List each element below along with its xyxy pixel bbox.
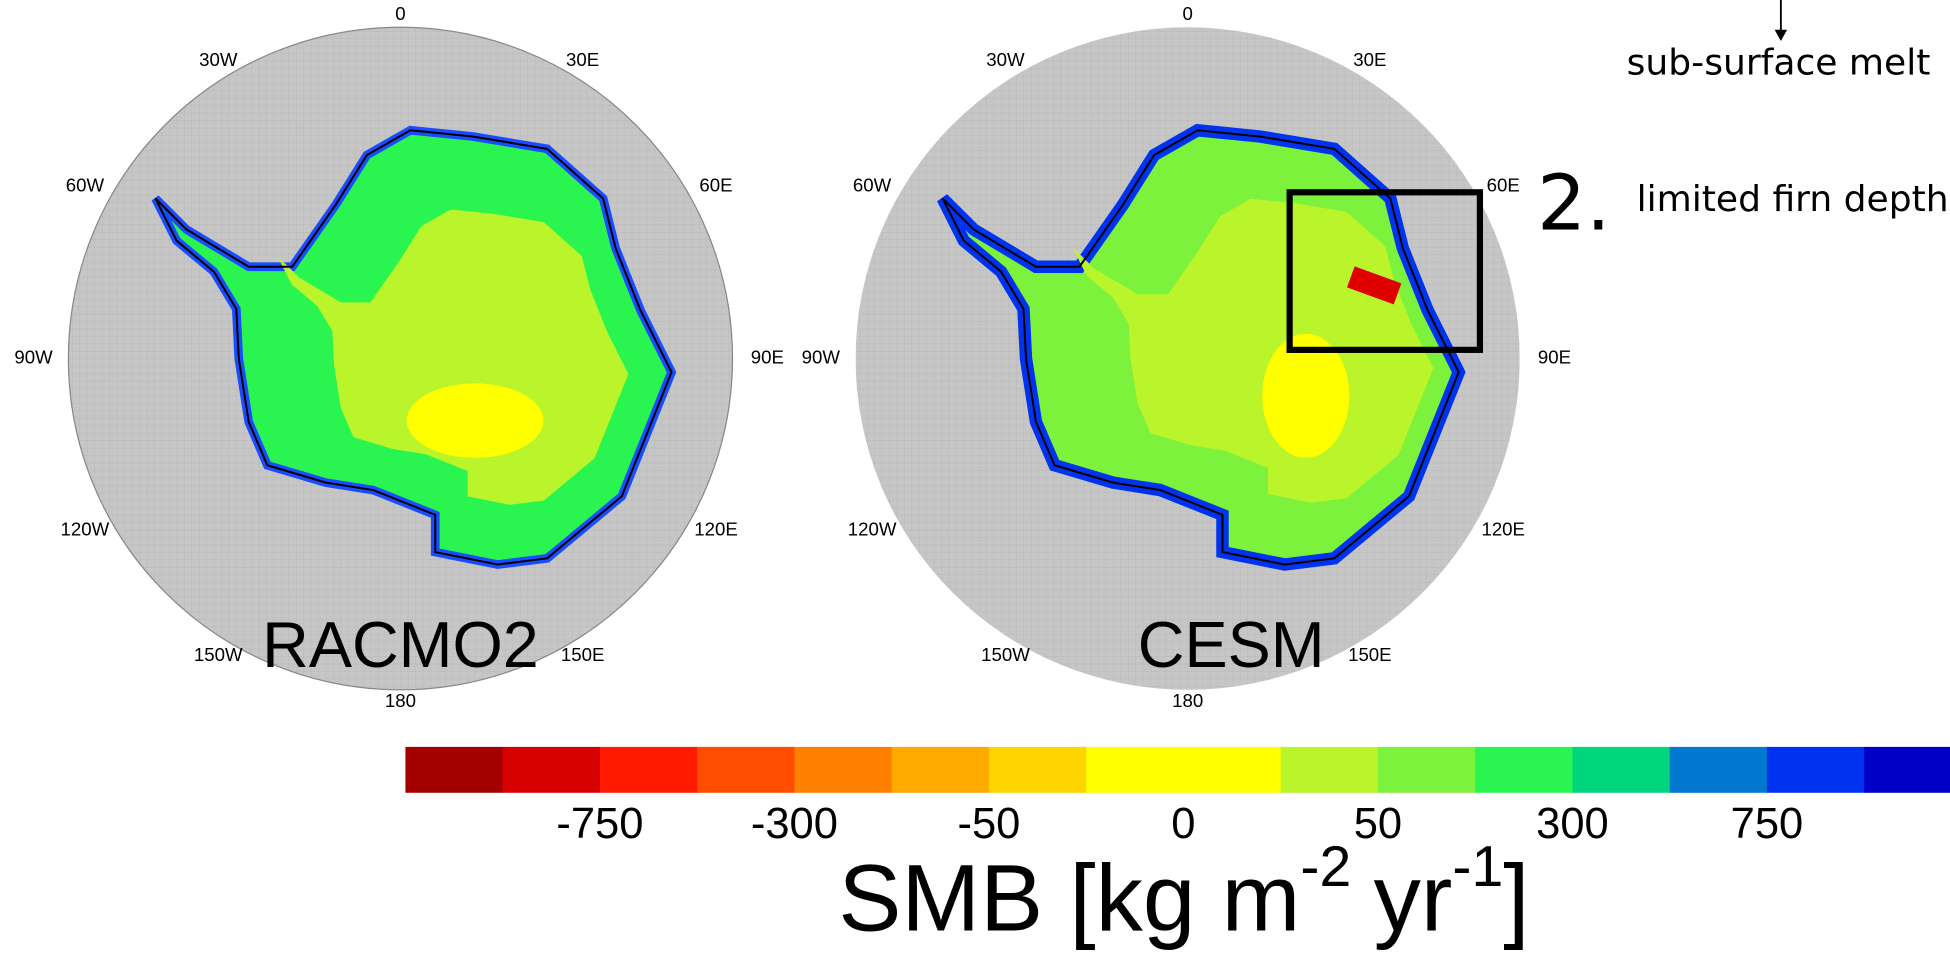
colorbar-swatch: [1475, 746, 1574, 793]
longitude-label: 60W: [853, 175, 892, 196]
colorbar-label: 50: [1354, 800, 1402, 848]
colorbar-swatch: [988, 746, 1087, 793]
annotation: limited firn depth: [1637, 179, 1949, 220]
model-label: RACMO2: [262, 609, 539, 681]
plateau: [406, 383, 544, 458]
title-part: ]: [1503, 847, 1529, 952]
longitude-label: 90W: [802, 346, 841, 367]
longitude-label: 30E: [566, 49, 599, 70]
melt-patch: [1347, 266, 1402, 305]
longitude-label: 180: [1172, 690, 1203, 711]
highlight-box: [1286, 189, 1484, 353]
longitude-label: 30W: [986, 49, 1025, 70]
colorbar-swatch: [1669, 746, 1768, 793]
colorbar: -750 -300 -50 0 50 300 750: [405, 746, 1950, 848]
longitude-label: 60E: [699, 175, 732, 196]
colorbar-label: 0: [1171, 800, 1195, 848]
longitude-label: 180: [385, 690, 416, 711]
colorbar-swatch: [1280, 746, 1379, 793]
model-label: CESM: [1138, 609, 1325, 681]
colorbar-swatch: [599, 746, 698, 793]
annotation: sub-surface melt: [1627, 43, 1931, 84]
longitude-label: 30W: [199, 49, 238, 70]
colorbar-swatch: [697, 746, 796, 793]
longitude-label: 90E: [751, 346, 784, 367]
longitude-label: 150W: [981, 644, 1030, 665]
colorbar-label: -50: [957, 800, 1020, 848]
longitude-label: 150E: [561, 644, 605, 665]
longitude-label: 150W: [194, 644, 243, 665]
colorbar-label: -750: [556, 800, 643, 848]
title-sup: -1: [1452, 835, 1503, 899]
longitude-label: 0: [1182, 3, 1192, 24]
colorbar-title: SMB [kg m-2 yr-1]: [838, 835, 1529, 951]
title-sup: -2: [1300, 835, 1351, 899]
longitude-label: 0: [395, 3, 405, 24]
longitude-label: 90E: [1538, 346, 1571, 367]
longitude-label: 120E: [694, 518, 738, 539]
colorbar-swatch: [1377, 746, 1476, 793]
longitude-label: 30E: [1353, 49, 1386, 70]
plateau: [1262, 333, 1350, 458]
longitude-label: 150E: [1348, 644, 1392, 665]
colorbar-swatch: [1183, 746, 1282, 793]
colorbar-swatch: [891, 746, 990, 793]
colorbar-swatch: [405, 746, 504, 793]
colorbar-swatch: [502, 746, 601, 793]
colorbar-swatch: [1864, 746, 1950, 793]
title-part: SMB [kg m: [838, 847, 1300, 952]
colorbar-swatch: [1572, 746, 1671, 793]
colorbar-swatch: [794, 746, 893, 793]
longitude-label: 60W: [66, 175, 105, 196]
longitude-label: 120E: [1481, 518, 1525, 539]
colorbar-label: -300: [751, 800, 838, 848]
longitude-label: 120W: [848, 518, 897, 539]
annotation-number: 2.: [1537, 159, 1611, 248]
longitude-label: 60E: [1487, 175, 1520, 196]
map: CESM 0 30E 60E 90E 120E 150E 180 150W 120W 90W 60W…: [802, 3, 1571, 711]
longitude-label: 90W: [14, 346, 53, 367]
colorbar-label: 750: [1731, 800, 1804, 848]
arrow-head: [1774, 29, 1788, 41]
longitude-label: 120W: [61, 518, 110, 539]
map-body: [855, 27, 1520, 690]
colorbar-swatch: [1766, 746, 1865, 793]
title-part: yr: [1374, 847, 1453, 952]
colorbar-label: 300: [1536, 800, 1609, 848]
map: RACMO2 0 30E 60E 90E 120E 150E 180 150W 120W 90W 6…: [14, 3, 783, 711]
colorbar-swatch: [1086, 746, 1185, 793]
